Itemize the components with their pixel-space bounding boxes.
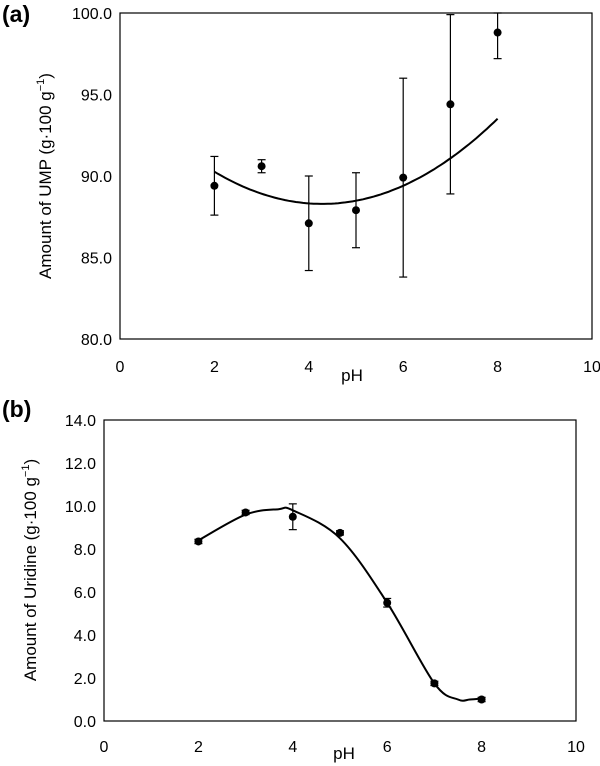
- panel-a-x-tick-label: 2: [210, 359, 219, 376]
- panel-a-y-tick-label: 100.0: [72, 6, 112, 23]
- panel-a-data-point: [493, 28, 502, 37]
- panel-a-data-point: [446, 100, 455, 109]
- panel-b-y-axis-label: Amount of Uridine (g·100 g−1): [20, 459, 40, 681]
- panel-a-data-point: [304, 219, 313, 228]
- panel-a-data-point: [399, 173, 408, 182]
- panel-a-y-tick-label: 95.0: [81, 88, 112, 105]
- panel-a-error-bars: [210, 12, 502, 278]
- panel-b-y-tick-label: 6.0: [74, 585, 96, 602]
- panel-a-x-tick-label: 6: [399, 359, 408, 376]
- panel-b-y-ticks: 0.0 2.0 4.0 6.0 8.0 10.0 12.0 14.0: [65, 413, 96, 731]
- panel-b-label: (b): [2, 396, 31, 422]
- panel-b-x-tick-label: 4: [288, 739, 297, 756]
- panel-b-data-point: [477, 695, 486, 704]
- panel-a-data-point: [257, 162, 266, 171]
- panel-b-y-axis-label-text: Amount of Uridine (g·100 g: [21, 477, 40, 681]
- panel-b-plot-frame: [103, 419, 577, 722]
- panel-b: (b) 0.02.04.06.08.010.012.014.0 0 2 4 6 8 10 …: [2, 396, 585, 763]
- panel-b-data-point: [383, 598, 392, 607]
- panel-a-x-axis-label: pH: [341, 366, 363, 385]
- panel-b-points: [194, 508, 486, 704]
- panel-b-x-ticks: 0 2 4 6 8 10: [100, 739, 585, 756]
- panel-a-y-axis-label-close: ): [36, 73, 55, 79]
- panel-b-y-tick-label: 4.0: [74, 628, 96, 645]
- panel-a-y-tick-label: 90.0: [81, 169, 112, 186]
- panel-b-x-tick-label: 10: [567, 739, 585, 756]
- panel-b-data-point: [194, 537, 203, 546]
- panel-a-y-axis-label: Amount of UMP (g·100 g−1): [35, 73, 55, 279]
- panel-b-x-tick-label: 2: [194, 739, 203, 756]
- panel-b-y-tick-label: 2.0: [74, 671, 96, 688]
- panel-a-y-axis-label-sup: −1: [35, 79, 47, 92]
- panel-b-y-tick-label: 14.0: [65, 413, 96, 430]
- panel-b-x-axis-label: pH: [333, 744, 355, 763]
- panel-a-label: (a): [2, 1, 30, 27]
- panel-a-x-ticks: 0 2 4 6 8 10: [116, 359, 600, 376]
- panel-a-x-tick-label: 10: [583, 359, 600, 376]
- panel-b-x-tick-label: 8: [477, 739, 486, 756]
- panel-b-y-tick-label: 12.0: [65, 456, 96, 473]
- panel-b-y-tick-label: 10.0: [65, 499, 96, 516]
- panel-a-data-point: [210, 181, 219, 190]
- panel-b-data-point: [430, 679, 439, 688]
- panel-b-x-tick-label: 6: [383, 739, 392, 756]
- panel-a-y-tick-label: 80.0: [81, 332, 112, 349]
- panel-a-data-point: [352, 206, 360, 215]
- panel-b-y-tick-label: 0.0: [74, 714, 96, 731]
- panel-b-data-point: [288, 512, 297, 521]
- panel-a-y-tick-label: 85.0: [81, 251, 112, 268]
- panel-b-y-tick-label: 8.0: [74, 542, 96, 559]
- panel-a-plot-frame: [119, 12, 593, 340]
- panel-a: (a) 80.0 85.0 90.0 95.0 100.0 0 2 4 6 8 10 pH Amo…: [2, 1, 600, 385]
- panel-b-fit-curve: [197, 506, 482, 702]
- panel-a-x-tick-label: 4: [304, 359, 313, 376]
- panel-b-y-axis-label-sup: −1: [20, 465, 32, 478]
- panel-a-x-tick-label: 8: [493, 359, 502, 376]
- panel-b-y-axis-label-close: ): [21, 459, 40, 465]
- panel-a-points: [210, 28, 502, 228]
- panel-a-x-tick-label: 0: [116, 359, 125, 376]
- panel-a-y-ticks: 80.0 85.0 90.0 95.0 100.0: [72, 6, 112, 349]
- panel-a-y-axis-label-text: Amount of UMP (g·100 g: [36, 91, 55, 279]
- panel-b-x-tick-label: 0: [100, 739, 109, 756]
- panel-b-data-point: [241, 508, 250, 517]
- panel-b-data-point: [336, 528, 344, 537]
